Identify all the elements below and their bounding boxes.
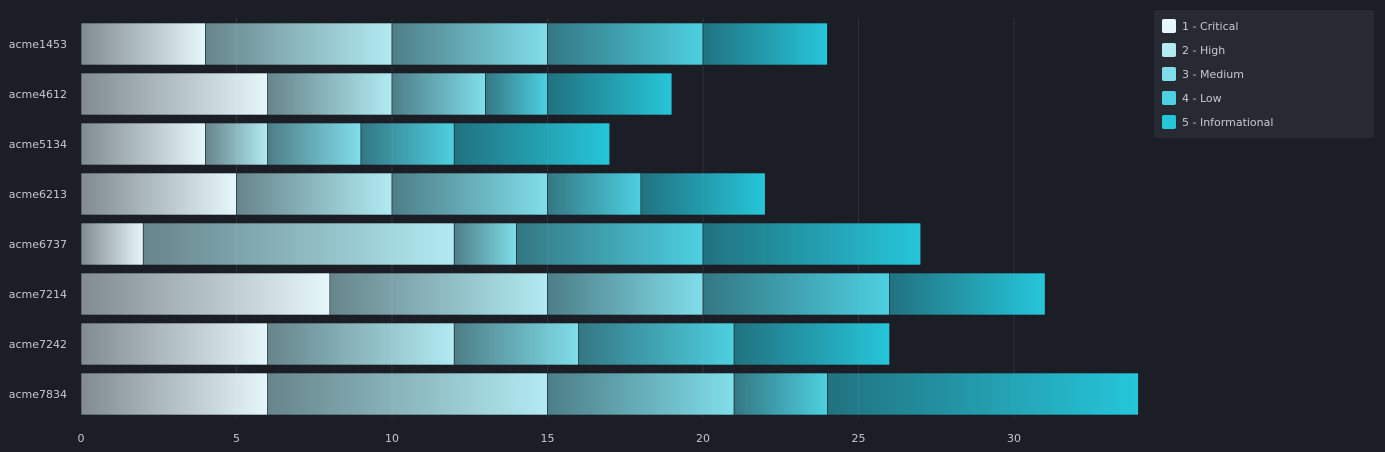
bar-acme6737-1[interactable]	[80, 222, 144, 266]
bar-acme7834-2[interactable]	[267, 372, 548, 416]
legend-item[interactable]: 4 - Low	[1162, 90, 1222, 106]
bar-acme5134-1[interactable]	[80, 122, 206, 166]
legend-item[interactable]: 1 - Critical	[1162, 18, 1238, 34]
bars	[80, 22, 1139, 416]
category-labels: acme1453 acme4612 acme5134 acme6213 acme6737…	[9, 38, 67, 401]
bar-acme6737-5[interactable]	[702, 222, 921, 266]
x-tick-label: 20	[696, 432, 710, 445]
legend-label: 5 - Informational	[1182, 115, 1274, 129]
bar-acme4612-3[interactable]	[391, 72, 486, 116]
bar-acme6737-3[interactable]	[453, 222, 517, 266]
bar-acme4612-1[interactable]	[80, 72, 268, 116]
legend-swatch	[1162, 43, 1176, 57]
bar-acme4612-4[interactable]	[484, 72, 548, 116]
category-label: acme6737	[9, 238, 67, 251]
x-axis-ticks: 0 5 10 15 20 25 30	[78, 432, 1022, 445]
bar-acme4612-2[interactable]	[267, 72, 393, 116]
x-tick-label: 25	[852, 432, 866, 445]
bar-acme7242-2[interactable]	[267, 322, 455, 366]
category-label: acme7242	[9, 338, 67, 351]
x-tick-label: 15	[541, 432, 555, 445]
legend: 1 - Critical 2 - High 3 - Medium 4 - Low 5 -…	[1154, 10, 1374, 138]
legend-item[interactable]: 5 - Informational	[1162, 114, 1273, 130]
legend-label: 1 - Critical	[1182, 19, 1239, 33]
legend-swatch	[1162, 19, 1176, 33]
bar-acme6213-4[interactable]	[547, 172, 642, 216]
legend-label: 2 - High	[1182, 43, 1226, 57]
bar-acme1453-3[interactable]	[391, 22, 548, 66]
bar-acme7214-3[interactable]	[547, 272, 704, 316]
bar-acme5134-4[interactable]	[360, 122, 455, 166]
category-label: acme5134	[9, 138, 67, 151]
bar-acme7834-3[interactable]	[547, 372, 735, 416]
bar-acme7242-5[interactable]	[733, 322, 890, 366]
x-tick-label: 5	[233, 432, 240, 445]
x-tick-label: 30	[1007, 432, 1021, 445]
legend-label: 3 - Medium	[1182, 67, 1244, 81]
bar-acme1453-4[interactable]	[547, 22, 704, 66]
bar-acme7214-5[interactable]	[889, 272, 1046, 316]
bar-acme7242-3[interactable]	[453, 322, 579, 366]
bar-acme7242-4[interactable]	[578, 322, 735, 366]
bar-acme5134-5[interactable]	[453, 122, 611, 166]
bar-acme6213-2[interactable]	[236, 172, 393, 216]
bar-acme6737-2[interactable]	[142, 222, 455, 266]
bar-acme5134-2[interactable]	[205, 122, 268, 166]
bar-acme7214-2[interactable]	[329, 272, 548, 316]
legend-swatch	[1162, 67, 1176, 81]
bar-acme6213-1[interactable]	[80, 172, 237, 216]
category-label: acme7834	[9, 388, 67, 401]
legend-item[interactable]: 3 - Medium	[1162, 66, 1244, 82]
legend-label: 4 - Low	[1182, 91, 1222, 105]
bar-acme1453-5[interactable]	[702, 22, 828, 66]
bar-acme7242-1[interactable]	[80, 322, 268, 366]
bar-acme6213-3[interactable]	[391, 172, 548, 216]
legend-item[interactable]: 2 - High	[1162, 42, 1225, 58]
bar-acme1453-2[interactable]	[205, 22, 393, 66]
legend-swatch	[1162, 91, 1176, 105]
category-label: acme6213	[9, 188, 67, 201]
bar-acme7214-4[interactable]	[702, 272, 890, 316]
x-tick-label: 0	[78, 432, 85, 445]
category-label: acme4612	[9, 88, 67, 101]
bar-acme1453-1[interactable]	[80, 22, 206, 66]
legend-swatch	[1162, 115, 1176, 129]
bar-acme4612-5[interactable]	[547, 72, 673, 116]
bar-acme7834-1[interactable]	[80, 372, 268, 416]
bar-acme7834-4[interactable]	[733, 372, 828, 416]
category-label: acme7214	[9, 288, 67, 301]
bar-acme6213-5[interactable]	[640, 172, 766, 216]
bar-acme6737-4[interactable]	[516, 222, 704, 266]
bar-acme7214-1[interactable]	[80, 272, 331, 316]
bar-acme5134-3[interactable]	[267, 122, 362, 166]
category-label: acme1453	[9, 38, 67, 51]
bar-acme7834-5[interactable]	[827, 372, 1139, 416]
x-tick-label: 10	[385, 432, 399, 445]
